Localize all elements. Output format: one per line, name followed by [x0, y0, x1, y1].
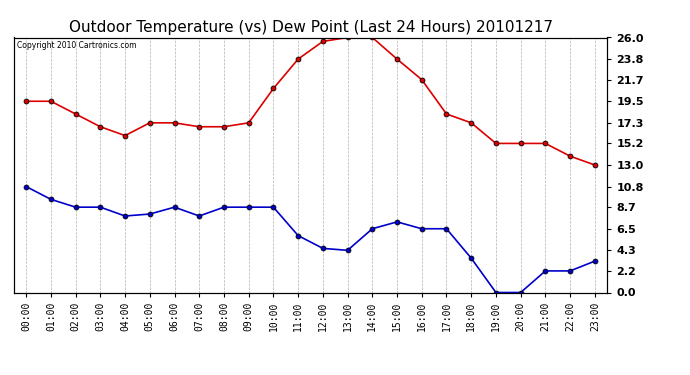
Text: Copyright 2010 Cartronics.com: Copyright 2010 Cartronics.com	[17, 41, 136, 50]
Title: Outdoor Temperature (vs) Dew Point (Last 24 Hours) 20101217: Outdoor Temperature (vs) Dew Point (Last…	[68, 20, 553, 35]
